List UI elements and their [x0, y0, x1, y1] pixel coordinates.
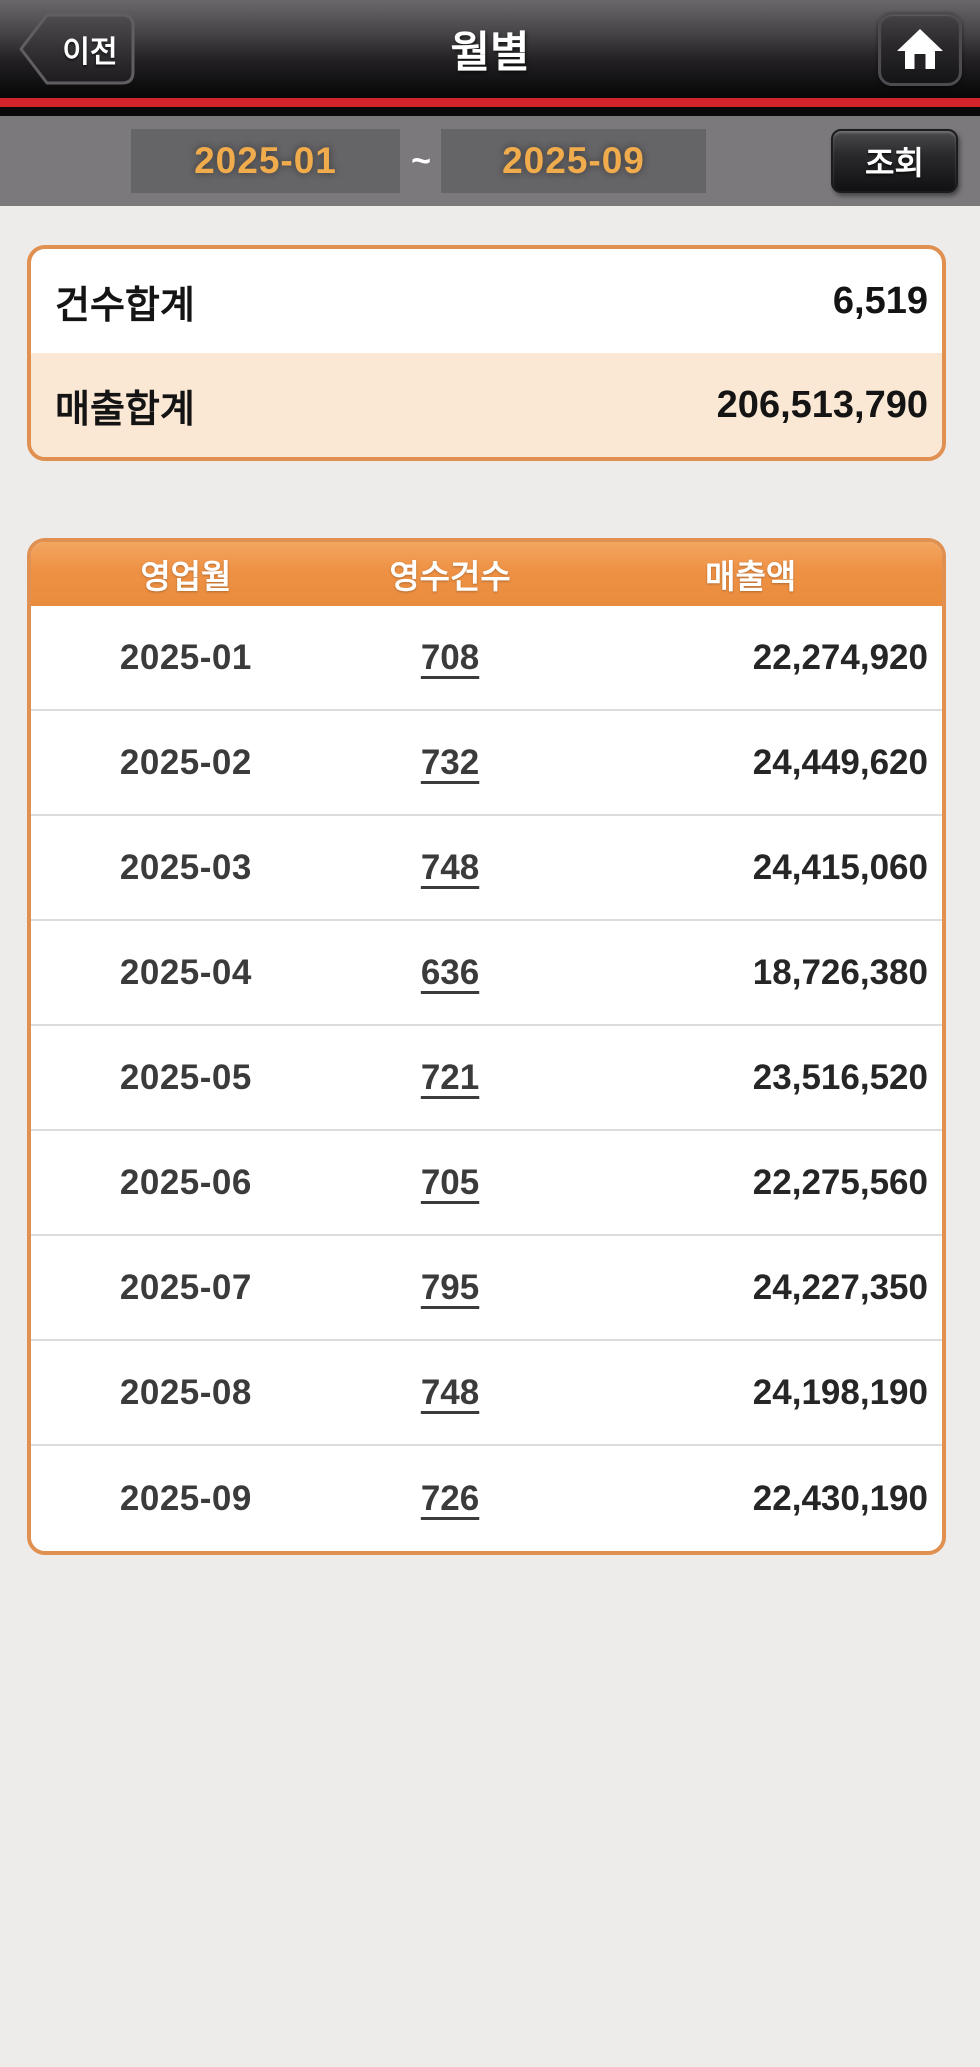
cell-sales-amount: 24,198,190 [752, 1372, 928, 1412]
cell-sales-amount: 24,449,620 [752, 742, 928, 782]
cell-sales-amount: 18,726,380 [752, 952, 928, 992]
table-row: 2025-02 732 24,449,620 [31, 711, 942, 816]
home-icon [897, 29, 943, 69]
receipt-count-link[interactable]: 795 [420, 1267, 480, 1307]
table-row: 2025-05 721 23,516,520 [31, 1026, 942, 1131]
black-divider [0, 107, 980, 116]
cell-month: 2025-02 [119, 742, 252, 782]
receipt-count-link[interactable]: 708 [420, 637, 480, 677]
cell-sales-amount: 24,227,350 [752, 1267, 928, 1307]
table-row: 2025-06 705 22,275,560 [31, 1131, 942, 1236]
summary-sales-value: 206,513,790 [716, 383, 928, 426]
table-row: 2025-04 636 18,726,380 [31, 921, 942, 1026]
receipt-count-link[interactable]: 748 [420, 1372, 480, 1412]
cell-sales-amount: 22,274,920 [752, 637, 928, 677]
cell-month: 2025-07 [119, 1267, 252, 1307]
table-body: 2025-01 708 22,274,920 2025-02 732 24,44… [31, 606, 942, 1551]
receipt-count-link[interactable]: 705 [420, 1162, 480, 1202]
col-header-receipt-count: 영수건수 [389, 558, 511, 595]
cell-receipt-count: 708 [341, 638, 560, 678]
cell-month: 2025-09 [119, 1478, 252, 1518]
red-divider [0, 98, 980, 107]
page-title: 월별 [450, 29, 530, 77]
cell-receipt-count: 795 [341, 1268, 560, 1308]
date-to-field[interactable]: 2025-09 [441, 129, 706, 193]
cell-month: 2025-05 [119, 1057, 252, 1097]
date-from-field[interactable]: 2025-01 [131, 129, 400, 193]
summary-row-sales: 매출합계 206,513,790 [31, 353, 942, 457]
receipt-count-link[interactable]: 732 [420, 742, 480, 782]
table-row: 2025-08 748 24,198,190 [31, 1341, 942, 1446]
back-button[interactable]: 이전 [16, 12, 138, 86]
cell-month: 2025-03 [119, 847, 252, 887]
table-row: 2025-03 748 24,415,060 [31, 816, 942, 921]
cell-receipt-count: 721 [341, 1058, 560, 1098]
summary-card: 건수합계 6,519 매출합계 206,513,790 [27, 245, 946, 461]
col-header-month: 영업월 [140, 558, 232, 595]
cell-receipt-count: 748 [341, 848, 560, 888]
cell-sales-amount: 22,430,190 [752, 1478, 928, 1518]
table-row: 2025-09 726 22,430,190 [31, 1446, 942, 1551]
back-arrow-icon [19, 13, 135, 85]
cell-receipt-count: 732 [341, 743, 560, 783]
summary-sales-label: 매출합계 [55, 388, 195, 431]
query-toolbar: 2025-01 ~ 2025-09 조회 [0, 116, 980, 206]
col-header-sales-amount: 매출액 [705, 558, 797, 595]
table-row: 2025-01 708 22,274,920 [31, 606, 942, 711]
table-header: 영업월 영수건수 매출액 [31, 542, 942, 606]
monthly-table: 영업월 영수건수 매출액 2025-01 708 22,274,920 2025… [27, 538, 946, 1555]
receipt-count-link[interactable]: 636 [420, 952, 480, 992]
date-range-separator: ~ [411, 141, 431, 180]
table-row: 2025-07 795 24,227,350 [31, 1236, 942, 1341]
receipt-count-link[interactable]: 726 [420, 1478, 480, 1518]
cell-month: 2025-08 [119, 1372, 252, 1412]
receipt-count-link[interactable]: 748 [420, 847, 480, 887]
cell-sales-amount: 22,275,560 [752, 1162, 928, 1202]
cell-sales-amount: 24,415,060 [752, 847, 928, 887]
search-button[interactable]: 조회 [831, 129, 958, 193]
home-button[interactable] [878, 12, 962, 86]
app-header: 이전 월별 [0, 0, 980, 98]
summary-count-label: 건수합계 [55, 284, 195, 327]
receipt-count-link[interactable]: 721 [420, 1057, 480, 1097]
summary-count-value: 6,519 [832, 279, 928, 322]
summary-row-count: 건수합계 6,519 [31, 249, 942, 353]
cell-month: 2025-04 [119, 952, 252, 992]
back-button-label: 이전 [62, 36, 118, 69]
cell-month: 2025-06 [119, 1162, 252, 1202]
cell-receipt-count: 705 [341, 1163, 560, 1203]
cell-receipt-count: 636 [341, 953, 560, 993]
cell-month: 2025-01 [119, 637, 252, 677]
cell-receipt-count: 748 [341, 1373, 560, 1413]
cell-sales-amount: 23,516,520 [752, 1057, 928, 1097]
cell-receipt-count: 726 [341, 1479, 560, 1519]
